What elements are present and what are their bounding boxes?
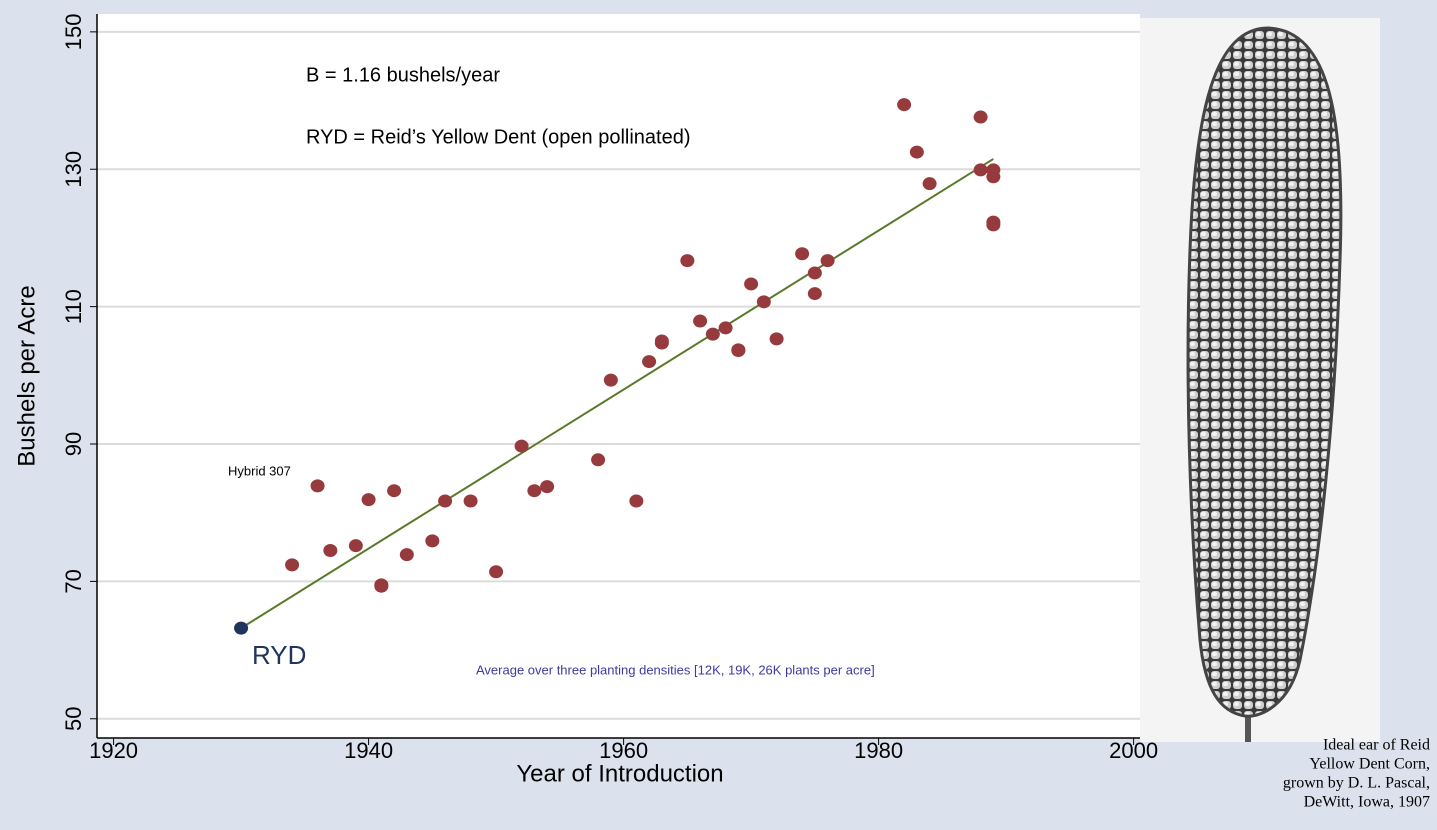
trend-line bbox=[240, 158, 994, 629]
x-axis-label: Year of Introduction bbox=[516, 760, 723, 787]
caption-line: Yellow Dent Corn, bbox=[1309, 756, 1430, 773]
point bbox=[897, 98, 912, 112]
point bbox=[285, 558, 300, 572]
point bbox=[731, 344, 746, 358]
point bbox=[705, 327, 720, 341]
plot-area bbox=[97, 14, 1140, 738]
x-tick-label: 1980 bbox=[854, 738, 903, 763]
point bbox=[310, 479, 325, 493]
point bbox=[769, 332, 784, 346]
point bbox=[642, 355, 657, 369]
annotation: Average over three planting densities [1… bbox=[476, 662, 875, 677]
point bbox=[807, 287, 822, 301]
point bbox=[973, 163, 988, 177]
point bbox=[654, 334, 669, 348]
point bbox=[922, 177, 937, 191]
point bbox=[463, 494, 478, 508]
point bbox=[756, 295, 771, 309]
caption-line: grown by D. L. Pascal, bbox=[1283, 775, 1430, 792]
y-tick-label: 150 bbox=[61, 14, 86, 51]
point bbox=[973, 110, 988, 124]
grid bbox=[97, 30, 1140, 720]
annotation: Hybrid 307 bbox=[228, 463, 291, 478]
point bbox=[361, 493, 376, 507]
point bbox=[540, 480, 555, 494]
point bbox=[591, 453, 606, 467]
point bbox=[807, 266, 822, 280]
point bbox=[744, 277, 759, 291]
point bbox=[323, 543, 338, 557]
x-tick-label: 1940 bbox=[344, 738, 393, 763]
point bbox=[438, 494, 453, 508]
annotation: RYD bbox=[252, 640, 306, 670]
y-tick-label: 70 bbox=[61, 569, 86, 593]
x-tick-label: 1920 bbox=[89, 738, 138, 763]
point bbox=[234, 621, 249, 635]
point bbox=[387, 484, 402, 498]
point bbox=[718, 321, 733, 335]
point bbox=[425, 534, 440, 548]
point bbox=[909, 145, 924, 159]
point bbox=[399, 548, 414, 562]
point bbox=[603, 373, 618, 387]
point bbox=[693, 314, 708, 328]
annotation: B = 1.16 bushels/year bbox=[306, 64, 500, 86]
x-tick-label: 1960 bbox=[599, 738, 648, 763]
y-axis-label: Bushels per Acre bbox=[13, 285, 40, 466]
point bbox=[680, 254, 695, 268]
point bbox=[986, 170, 1001, 184]
point bbox=[348, 539, 363, 553]
caption-line: Ideal ear of Reid bbox=[1323, 737, 1430, 754]
point bbox=[489, 565, 504, 579]
annotation: RYD = Reid’s Yellow Dent (open pollinate… bbox=[306, 126, 691, 148]
corn-photo bbox=[1140, 18, 1380, 742]
point bbox=[629, 494, 644, 508]
point bbox=[374, 579, 389, 593]
point bbox=[820, 254, 835, 268]
x-tick-label: 2000 bbox=[1109, 738, 1158, 763]
point bbox=[795, 247, 810, 261]
marks bbox=[234, 98, 1001, 635]
point bbox=[514, 439, 529, 453]
point bbox=[986, 218, 1001, 232]
caption-line: DeWitt, Iowa, 1907 bbox=[1304, 794, 1430, 811]
point bbox=[527, 484, 542, 498]
y-tick-label: 130 bbox=[61, 151, 86, 188]
y-tick-label: 110 bbox=[61, 289, 86, 324]
y-tick-label: 50 bbox=[61, 707, 86, 731]
y-tick-label: 90 bbox=[61, 432, 86, 456]
